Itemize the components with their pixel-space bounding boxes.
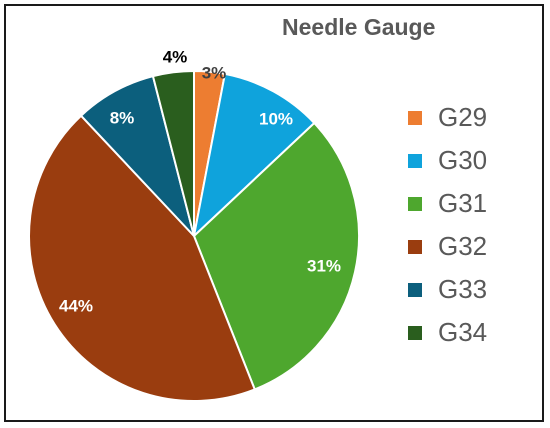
legend-label: G29 xyxy=(438,102,488,132)
pie-slice-g32 xyxy=(28,114,257,402)
legend-label: G32 xyxy=(438,231,488,261)
legend-swatch xyxy=(408,283,422,297)
legend-label: G30 xyxy=(438,145,488,175)
data-label-g29: 3% xyxy=(202,64,227,83)
data-label-g33: 8% xyxy=(110,109,135,128)
legend-label: G33 xyxy=(438,274,488,304)
data-label-g30: 10% xyxy=(259,110,293,129)
legend-swatch xyxy=(408,240,422,254)
legend-swatch xyxy=(408,154,422,168)
data-label-g34: 4% xyxy=(163,48,188,67)
pie-slice-g34 xyxy=(151,69,195,237)
legend-label: G31 xyxy=(438,188,488,218)
legend-label: G34 xyxy=(438,317,488,347)
legend-swatch xyxy=(408,111,422,125)
legend-swatch xyxy=(408,197,422,211)
legend-swatch xyxy=(408,326,422,340)
pie-slice-g30 xyxy=(192,72,316,239)
data-label-g32: 44% xyxy=(59,297,93,316)
data-label-g31: 31% xyxy=(307,257,341,276)
pie-slice-g31 xyxy=(192,121,360,391)
chart-title: Needle Gauge xyxy=(282,14,436,40)
